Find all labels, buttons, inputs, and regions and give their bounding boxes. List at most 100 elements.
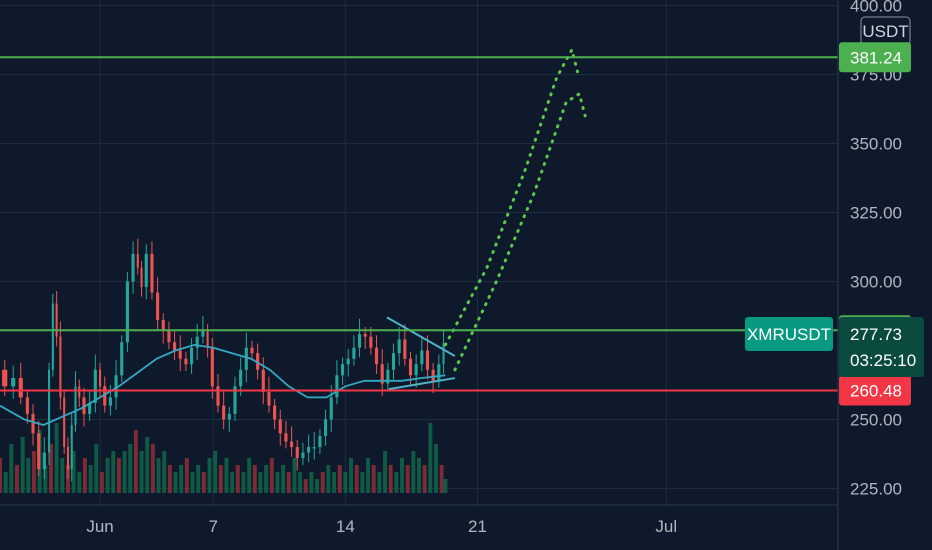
candle-body xyxy=(227,413,231,420)
currency-badge: USDT xyxy=(860,16,911,46)
candle-body xyxy=(397,339,401,354)
volume-bar xyxy=(150,444,155,493)
candle-body xyxy=(431,369,435,381)
volume-bar xyxy=(65,465,70,493)
candle-body xyxy=(363,333,367,337)
volume-bar xyxy=(428,423,433,493)
volume-bar xyxy=(128,444,133,493)
volume-bar xyxy=(218,465,223,493)
volume-bar xyxy=(360,472,365,493)
candle-body xyxy=(125,281,129,343)
volume-bar xyxy=(349,458,354,493)
candle-body xyxy=(374,347,379,365)
volume-bar xyxy=(377,472,382,493)
volume-bar xyxy=(337,465,342,493)
volume-bar xyxy=(99,472,104,493)
candle-body xyxy=(82,397,86,414)
candle-body xyxy=(18,378,23,398)
time-tick-label: Jun xyxy=(86,517,113,536)
volume-bar xyxy=(230,472,235,493)
volume-bar xyxy=(235,465,240,493)
volume-bar xyxy=(173,472,178,493)
volume-bar xyxy=(184,458,189,493)
candle-body xyxy=(267,391,271,406)
candle-body xyxy=(131,253,135,282)
candle-body xyxy=(425,350,430,370)
projection-path xyxy=(453,91,587,372)
candle-body xyxy=(59,336,62,398)
price-axis-background[interactable] xyxy=(838,0,932,505)
candle-body xyxy=(442,343,445,365)
candle-body xyxy=(261,369,265,392)
candle-body xyxy=(66,447,69,470)
candle-body xyxy=(386,369,390,384)
volume-bar xyxy=(332,472,337,493)
candle-body xyxy=(156,292,160,321)
triangle-pattern xyxy=(386,316,456,391)
candle-body xyxy=(307,447,311,453)
grid-lines xyxy=(0,0,838,505)
candle-body xyxy=(201,331,205,337)
candle-body xyxy=(239,369,243,387)
volume-bar xyxy=(3,472,8,493)
candle-body xyxy=(414,364,418,376)
candle-body xyxy=(98,369,102,387)
candle-body xyxy=(167,331,171,343)
bar-countdown: 03:25:10 xyxy=(850,351,916,370)
volume-bar xyxy=(26,458,31,493)
volume-bar xyxy=(156,458,161,493)
volume-bar xyxy=(71,451,76,493)
triangle-trendline xyxy=(386,316,456,357)
volume-bar xyxy=(133,430,138,493)
time-axis-ticks: Jun 7 14 21 Jul xyxy=(86,517,677,536)
candle-body xyxy=(37,433,41,470)
volume-bar xyxy=(354,465,359,493)
candle-body xyxy=(335,375,339,398)
volume-bar xyxy=(60,458,65,493)
volume-bar xyxy=(15,465,19,493)
volume-bar xyxy=(213,451,218,493)
candle-body xyxy=(352,347,356,359)
volume-bar xyxy=(9,444,14,493)
volume-bar xyxy=(439,465,444,493)
support-label-bg xyxy=(839,375,911,406)
volume-bar xyxy=(422,465,427,493)
volume-bar xyxy=(394,472,399,493)
triangle-trendline xyxy=(388,377,456,391)
time-axis-background[interactable] xyxy=(0,505,838,550)
candle-body xyxy=(284,433,288,442)
volume-bar xyxy=(48,444,53,493)
price-tick-label: 325.00 xyxy=(850,203,902,222)
candle-body xyxy=(190,347,194,365)
candle-body xyxy=(161,320,165,332)
symbol-label: XMRUSDT xyxy=(747,325,831,344)
volume-bar xyxy=(315,479,320,493)
candle-body xyxy=(233,386,237,414)
volume-bar xyxy=(139,451,144,493)
candle-body xyxy=(2,369,8,387)
volume-bar xyxy=(371,465,376,493)
candle-body xyxy=(290,441,294,448)
candle-body xyxy=(25,397,29,414)
volume-bar xyxy=(179,465,184,493)
candle-body xyxy=(420,350,424,365)
candle-body xyxy=(324,419,328,437)
volume-bar xyxy=(434,444,438,493)
volume-bar xyxy=(258,472,263,493)
volume-bar xyxy=(298,472,303,493)
volume-bar xyxy=(0,458,2,493)
candle-body xyxy=(55,303,58,337)
candle-body xyxy=(341,364,345,376)
volume-bar xyxy=(224,458,229,493)
candle-body xyxy=(369,336,373,348)
volume-bar xyxy=(116,458,121,493)
volume-bar xyxy=(122,451,127,493)
volume-bar xyxy=(411,451,416,493)
candle-body xyxy=(88,402,92,414)
volume-bar xyxy=(443,479,448,493)
volume-bar xyxy=(167,465,172,493)
volume-bar xyxy=(281,465,286,493)
volume-bar xyxy=(320,472,325,493)
